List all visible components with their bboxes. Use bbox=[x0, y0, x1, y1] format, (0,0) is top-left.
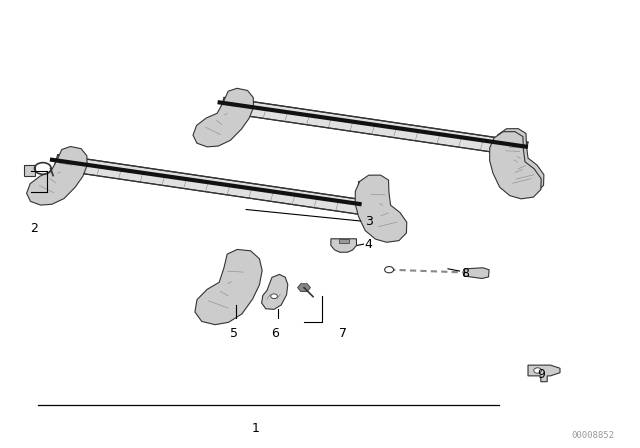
Circle shape bbox=[385, 267, 394, 273]
Circle shape bbox=[534, 368, 541, 373]
Text: 2: 2 bbox=[31, 222, 38, 235]
Polygon shape bbox=[339, 239, 349, 243]
Polygon shape bbox=[298, 284, 310, 292]
Polygon shape bbox=[53, 155, 362, 214]
Polygon shape bbox=[193, 88, 253, 147]
Text: 6: 6 bbox=[271, 327, 279, 340]
Polygon shape bbox=[355, 175, 407, 242]
Polygon shape bbox=[358, 181, 368, 199]
Text: 4: 4 bbox=[365, 237, 372, 251]
Polygon shape bbox=[464, 268, 489, 279]
Polygon shape bbox=[27, 146, 87, 205]
Polygon shape bbox=[331, 239, 356, 252]
Text: 9: 9 bbox=[537, 367, 545, 381]
Circle shape bbox=[271, 294, 277, 298]
Text: 1: 1 bbox=[252, 422, 260, 435]
Text: 5: 5 bbox=[230, 327, 237, 340]
Ellipse shape bbox=[358, 181, 365, 199]
Text: 3: 3 bbox=[365, 215, 372, 228]
Text: 8: 8 bbox=[461, 267, 468, 280]
Polygon shape bbox=[490, 132, 541, 199]
Text: 7: 7 bbox=[339, 327, 348, 340]
Polygon shape bbox=[493, 129, 544, 194]
Polygon shape bbox=[220, 98, 528, 157]
Polygon shape bbox=[195, 250, 262, 325]
Polygon shape bbox=[528, 365, 560, 382]
Polygon shape bbox=[262, 274, 288, 309]
Text: 00008852: 00008852 bbox=[572, 431, 614, 440]
Polygon shape bbox=[24, 165, 35, 176]
